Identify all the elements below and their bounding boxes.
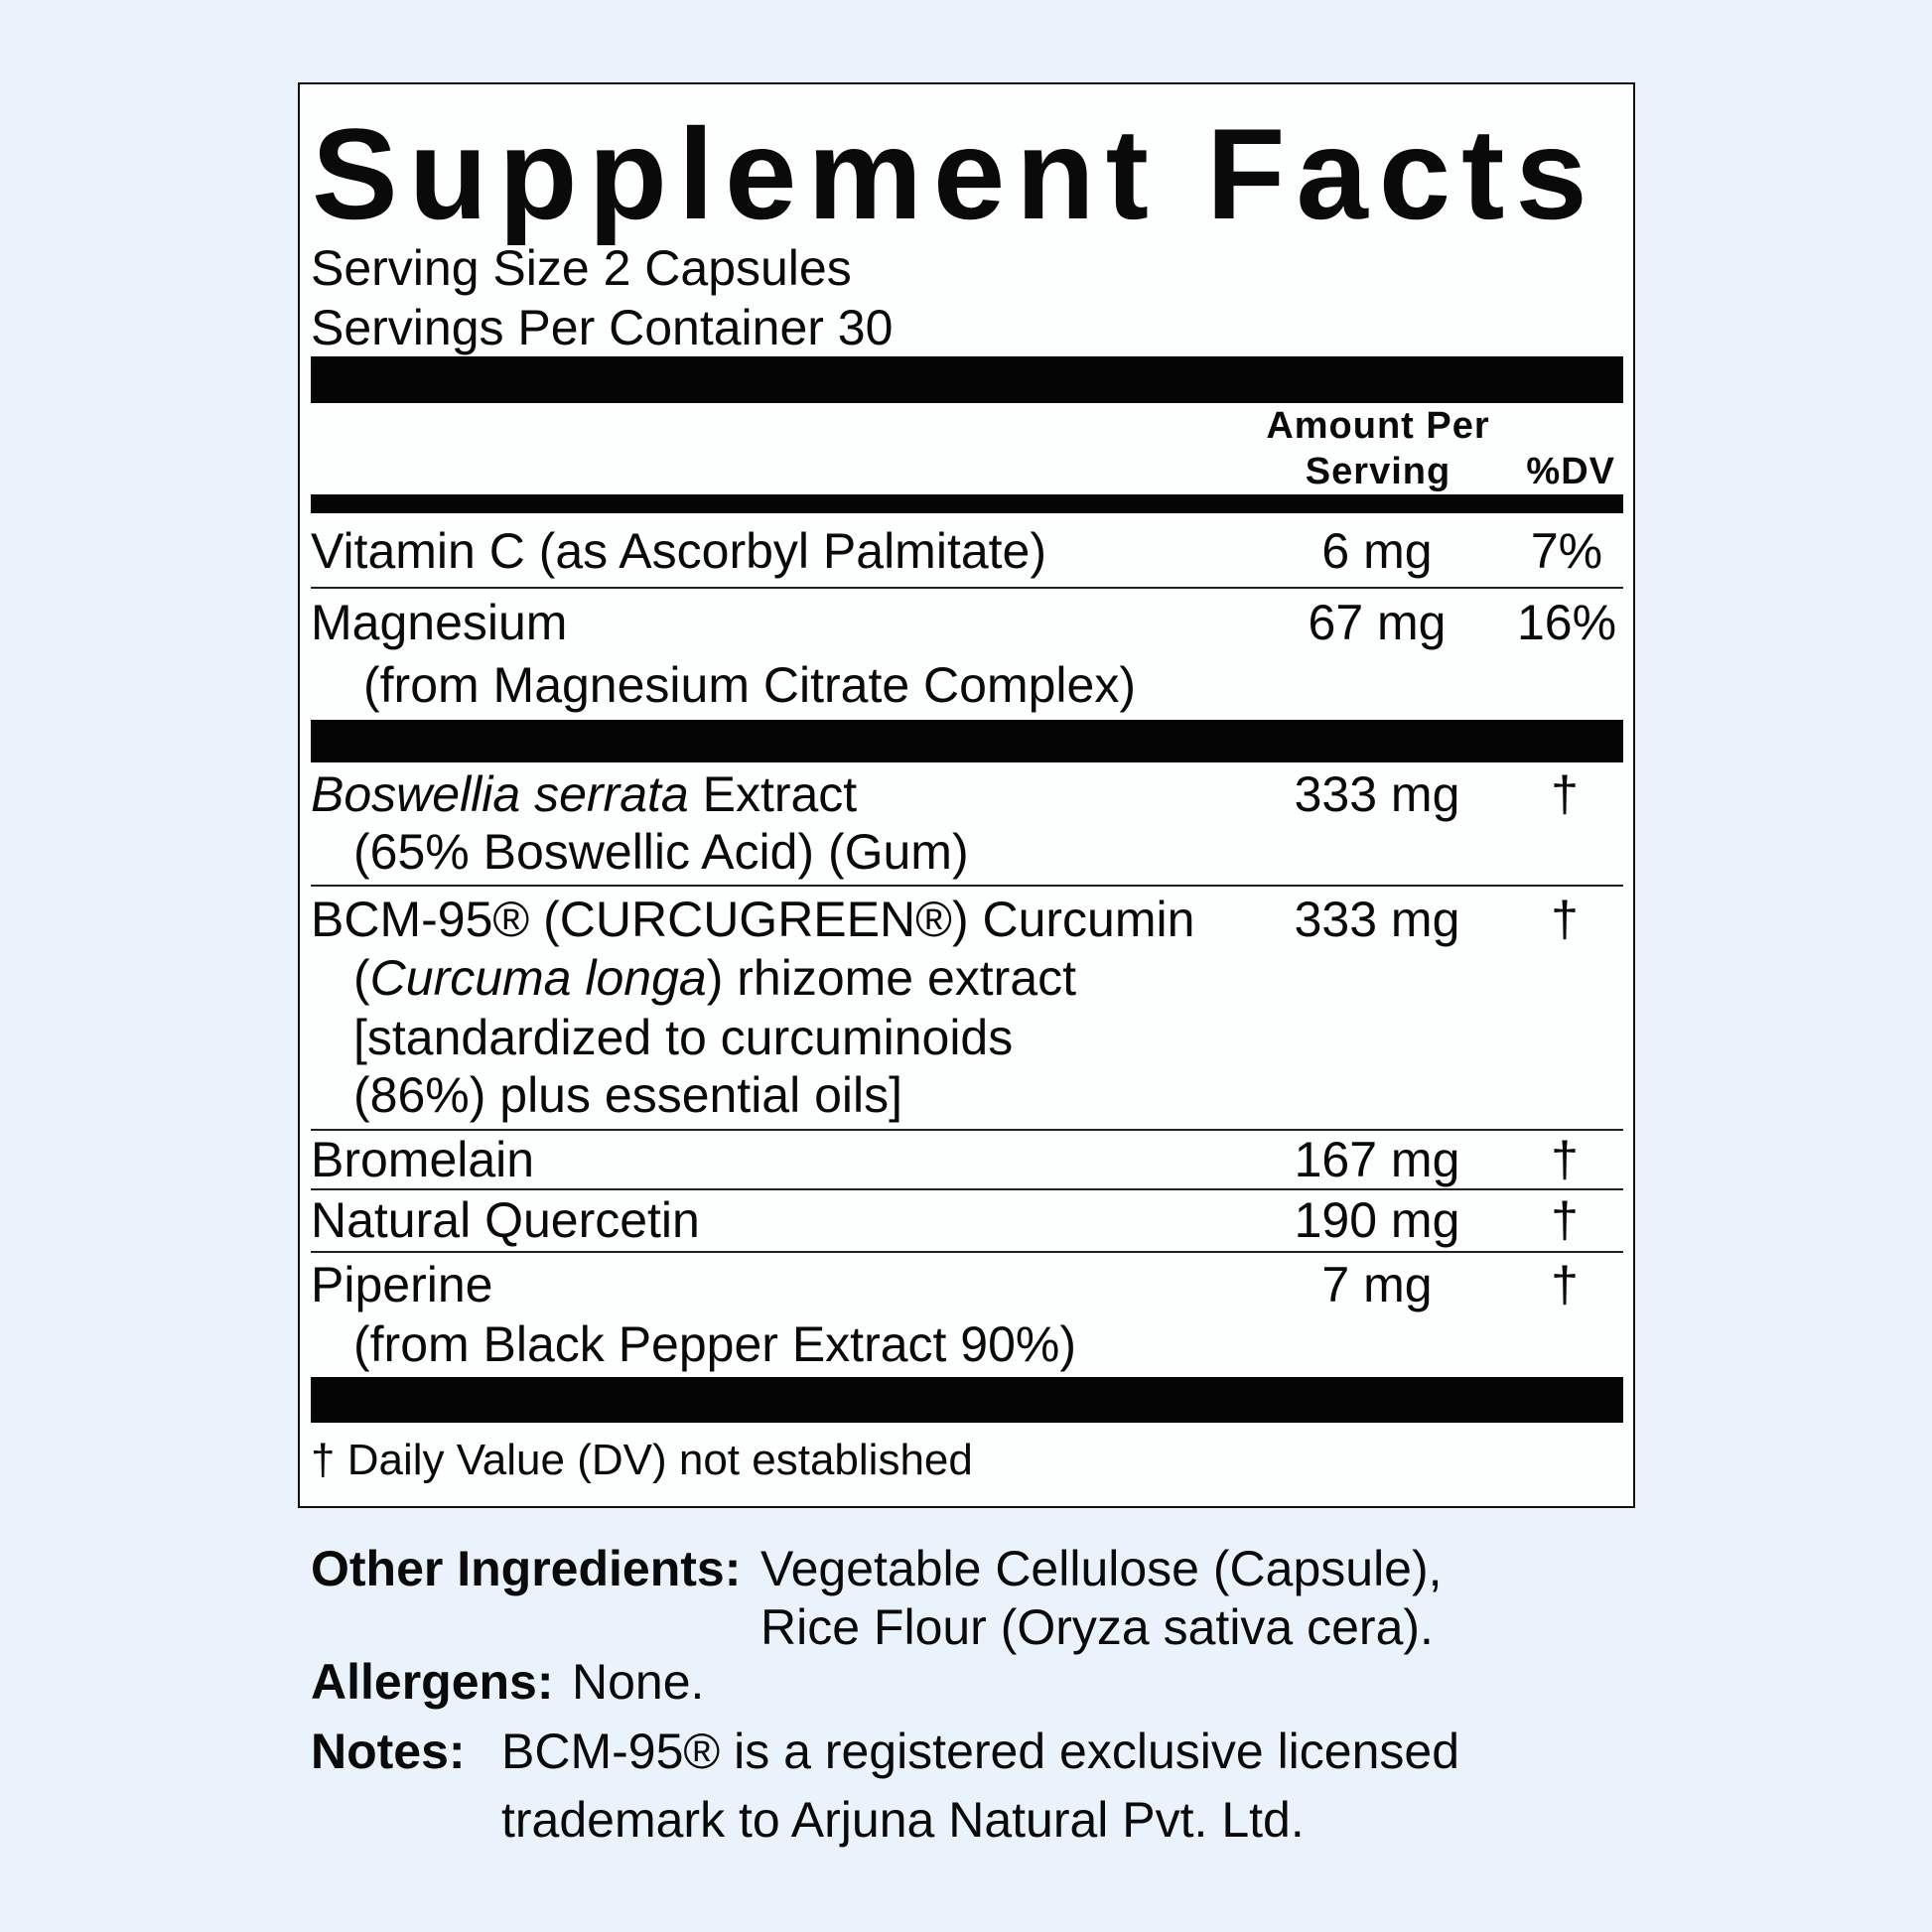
ingredient-name: Natural Quercetin	[311, 1192, 700, 1248]
footnote: † Daily Value (DV) not established	[311, 1436, 973, 1484]
row-divider	[311, 587, 1623, 589]
ingredient-name: Boswellia serrata Extract	[311, 764, 857, 824]
notes-line2: trademark to Arjuna Natural Pvt. Ltd.	[501, 1792, 1305, 1848]
paren: (	[353, 950, 370, 1006]
divider-bar	[311, 1377, 1623, 1423]
other-ingredients-line2: Rice Flour (Oryza sativa cera).	[760, 1599, 1434, 1655]
dagger-icon: †	[1551, 1192, 1579, 1248]
dagger-icon: †	[1551, 1257, 1579, 1312]
name-rest: Extract	[688, 766, 858, 822]
ingredient-amount: 333 mg	[1294, 766, 1460, 822]
supplement-facts-panel	[298, 82, 1635, 1508]
servings-per-container: Servings Per Container 30	[311, 300, 894, 355]
ingredient-sub: (Curcuma longa) rhizome extract	[353, 948, 1076, 1008]
divider-bar	[311, 356, 1623, 403]
notes-line1: BCM-95® is a registered exclusive licens…	[501, 1724, 1460, 1779]
ingredient-dv: 7%	[1530, 523, 1603, 579]
row-divider	[311, 885, 1623, 887]
divider-bar	[311, 494, 1623, 513]
notes-label: Notes:	[311, 1724, 466, 1779]
amount-header: Amount Per	[1266, 405, 1490, 447]
other-ingredients-label: Other Ingredients:	[311, 1541, 742, 1596]
dagger-icon: †	[1551, 1132, 1579, 1187]
serving-header: Serving	[1305, 451, 1451, 492]
ingredient-sub: (65% Boswellic Acid) (Gum)	[353, 824, 969, 880]
ingredient-sub: [standardized to curcuminoids	[353, 1010, 1014, 1065]
ingredient-sub: (from Black Pepper Extract 90%)	[353, 1316, 1077, 1372]
ingredient-amount: 190 mg	[1294, 1192, 1460, 1248]
ingredient-amount: 167 mg	[1294, 1132, 1460, 1187]
ingredient-amount: 6 mg	[1321, 523, 1433, 579]
ingredient-amount: 67 mg	[1308, 595, 1447, 650]
ingredient-name: Magnesium	[311, 595, 568, 650]
latin-name: Boswellia serrata	[311, 766, 689, 822]
ingredient-sub: (86%) plus essential oils]	[353, 1067, 903, 1123]
dv-header: %DV	[1526, 451, 1615, 492]
page-title: Supplement Facts	[312, 101, 1598, 246]
ingredient-dv: 16%	[1516, 595, 1617, 650]
allergens-label: Allergens:	[311, 1654, 554, 1710]
ingredient-name: BCM-95® (CURCUGREEN®) Curcumin	[311, 892, 1195, 947]
sub-rest: ) rhizome extract	[706, 950, 1077, 1006]
ingredient-amount: 7 mg	[1321, 1257, 1433, 1312]
ingredient-name: Piperine	[311, 1257, 493, 1312]
ingredient-amount: 333 mg	[1294, 892, 1460, 947]
ingredient-name: Vitamin C (as Ascorbyl Palmitate)	[311, 523, 1046, 579]
other-ingredients-line1: Vegetable Cellulose (Capsule),	[760, 1541, 1443, 1596]
latin-name: Curcuma longa	[369, 950, 707, 1006]
allergens-value: None.	[572, 1654, 705, 1710]
dagger-icon: †	[1551, 766, 1579, 822]
row-divider	[311, 1129, 1623, 1131]
divider-bar	[311, 720, 1623, 762]
dagger-icon: †	[1551, 892, 1579, 947]
ingredient-name: Bromelain	[311, 1132, 535, 1187]
serving-size: Serving Size 2 Capsules	[311, 240, 852, 296]
row-divider	[311, 1188, 1623, 1190]
row-divider	[311, 1251, 1623, 1253]
ingredient-sub: (from Magnesium Citrate Complex)	[363, 657, 1136, 713]
